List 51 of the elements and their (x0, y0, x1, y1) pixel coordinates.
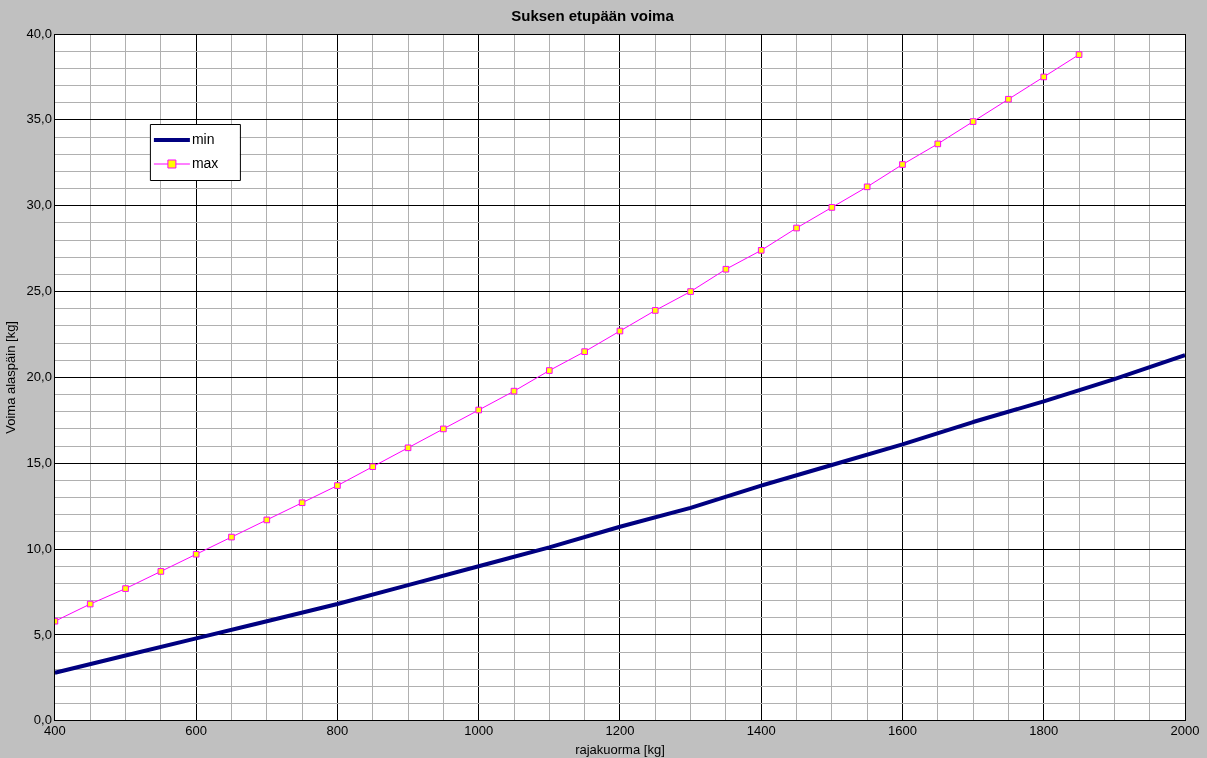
point (616, 327, 624, 335)
y-tick-label: 40,0 (26, 25, 52, 41)
point (192, 550, 200, 558)
point (1040, 73, 1048, 81)
x-tick-label: 1200 (605, 723, 635, 739)
point (934, 140, 942, 148)
x-axis-title: rajakuorma [kg] (575, 741, 665, 757)
point (651, 307, 659, 314)
y-tick-label: 35,0 (26, 111, 52, 127)
point (475, 406, 483, 414)
x-tick-label: 800 (326, 723, 349, 739)
point (86, 600, 94, 608)
y-tick-label: 15,0 (26, 454, 52, 470)
point (440, 425, 447, 433)
point (228, 533, 235, 541)
point (581, 348, 588, 355)
x-tick-label: 1000 (464, 723, 494, 739)
point (404, 444, 412, 452)
x-tick-label: 1400 (746, 723, 776, 739)
point (298, 499, 306, 507)
x-tick-label: 600 (185, 723, 208, 739)
point (722, 265, 730, 273)
point (757, 247, 765, 254)
point (899, 161, 906, 168)
y-tick-label: 5,0 (33, 626, 52, 642)
legend-label: max (191, 154, 219, 171)
point (510, 387, 518, 395)
x-tick-label: 2000 (1170, 723, 1200, 739)
point (369, 463, 377, 471)
y-axis-title: Voima alaspäin [kg] (3, 321, 19, 434)
point (122, 585, 129, 592)
point (263, 516, 271, 524)
x-tick-label: 400 (44, 723, 66, 739)
y-tick-label: 10,0 (26, 540, 52, 556)
point (687, 288, 694, 295)
point (1005, 95, 1012, 103)
x-tick-label: 1600 (888, 723, 917, 739)
chart-title: Suksen etupään voima (511, 7, 675, 25)
point (863, 183, 871, 191)
x-tick-label: 1800 (1029, 723, 1059, 739)
point (157, 568, 165, 575)
point (334, 482, 341, 489)
y-tick-label: 20,0 (26, 368, 52, 384)
point (828, 204, 836, 211)
y-tick-label: 30,0 (26, 197, 52, 213)
point (793, 224, 800, 232)
point (969, 118, 977, 125)
legend-label: min (191, 130, 215, 147)
y-tick-label: 25,0 (26, 283, 52, 299)
point (1075, 51, 1083, 58)
point (545, 367, 553, 374)
